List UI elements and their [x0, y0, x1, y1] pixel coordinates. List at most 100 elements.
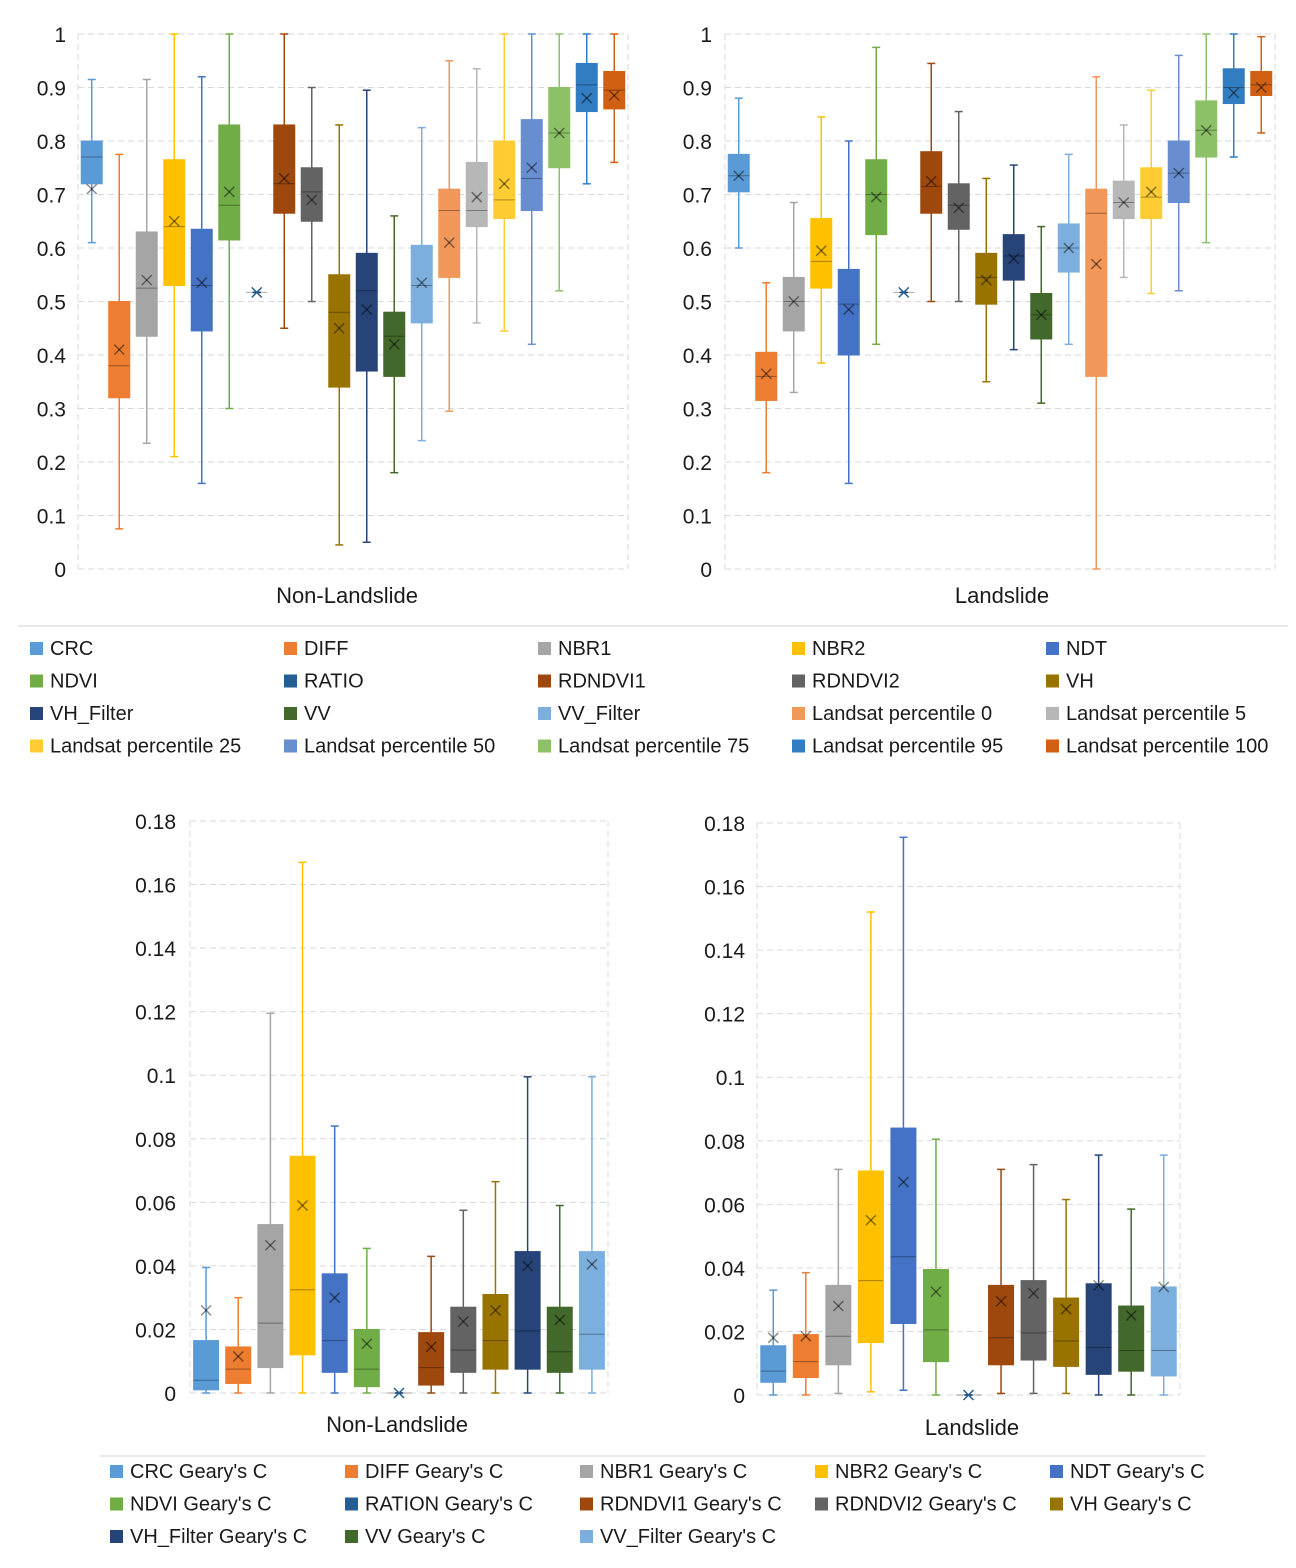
legend-swatch	[110, 1465, 123, 1478]
box-iqr	[727, 153, 750, 193]
box-iqr	[1030, 292, 1053, 340]
legend-item: RDNDVI2 Geary's C	[815, 1494, 1017, 1516]
box-iqr	[1085, 188, 1108, 377]
legend-swatch	[1046, 707, 1059, 720]
mean-marker	[733, 170, 745, 182]
mean-marker	[223, 186, 235, 198]
box-nbr1	[135, 78, 158, 445]
mean-marker	[457, 1315, 469, 1328]
mean-marker	[608, 89, 620, 102]
box-iqr	[1250, 70, 1273, 97]
legend-swatch	[792, 642, 805, 655]
box-crc	[80, 78, 103, 244]
box-iqr	[80, 140, 103, 185]
legend-swatch	[538, 674, 551, 688]
mean-marker	[361, 1338, 373, 1350]
mean-marker	[1090, 258, 1102, 270]
mean-marker	[223, 186, 235, 198]
mean-marker	[200, 1304, 212, 1316]
legend-label: Landsat percentile 50	[304, 736, 495, 758]
legend-item: VV_Filter	[538, 703, 641, 725]
mean-marker	[86, 183, 98, 195]
box-iqr	[353, 1328, 380, 1388]
mean-marker	[815, 245, 827, 257]
mean-marker	[553, 127, 565, 139]
legend-item: NBR2	[792, 638, 865, 660]
mean-marker	[168, 215, 180, 227]
box-iqr	[493, 140, 516, 220]
box-iqr	[865, 159, 888, 236]
chart-non-landslide-gearys-c: 0 0.02 0.04 0.06 0.08 0.1 0.12 0.14 0.16 0.18 Non-…	[135, 811, 609, 1437]
box-iqr	[482, 1293, 509, 1370]
box-ndvi-geary-s-c	[353, 1247, 380, 1394]
mean-marker	[925, 175, 937, 187]
box-ndt-geary-s-c	[321, 1125, 348, 1394]
y-tick-label: 0	[700, 559, 712, 582]
box-iqr	[465, 161, 488, 228]
mean-marker	[457, 1315, 469, 1328]
legend-label: NDVI Geary's C	[130, 1494, 272, 1516]
legend-item: NDVI Geary's C	[110, 1494, 272, 1516]
y-tick-label: 0.06	[135, 1192, 176, 1215]
y-tick-label: 0.04	[704, 1258, 745, 1281]
box-ratio	[246, 286, 268, 298]
y-tick-label: 0.8	[683, 131, 712, 154]
chart-landslide-gearys-c: 0 0.02 0.04 0.06 0.08 0.1 0.12 0.14 0.16 0.18 Land…	[704, 813, 1181, 1440]
legend-swatch	[815, 1465, 828, 1478]
mean-marker	[425, 1341, 437, 1353]
legend-label: RATIO	[304, 671, 364, 693]
legend-label: Landsat percentile 75	[558, 736, 749, 758]
mean-marker	[264, 1239, 276, 1251]
mean-marker	[897, 1176, 909, 1188]
box-iqr	[975, 252, 998, 305]
y-tick-label: 0.3	[683, 399, 712, 422]
legend-label: VH Geary's C	[1070, 1494, 1192, 1516]
mean-marker	[1145, 186, 1157, 198]
y-tick-label: 0.14	[135, 938, 176, 961]
mean-marker	[1008, 253, 1020, 265]
mean-marker	[1093, 1279, 1105, 1291]
mean-marker	[1090, 258, 1102, 270]
y-tick-label: 1	[700, 24, 712, 47]
mean-marker	[1255, 81, 1267, 94]
mean-marker	[333, 322, 345, 334]
mean-marker	[416, 277, 428, 289]
box-landsat-percentile-50	[520, 33, 543, 346]
box-rdndvi2	[300, 86, 323, 303]
box-ration-geary-s-c	[386, 1387, 412, 1399]
box-landsat-percentile-5	[1112, 124, 1135, 279]
box-vv-geary-s-c	[546, 1204, 573, 1394]
y-tick-label: 0.16	[135, 875, 176, 898]
y-tick-label: 0.6	[683, 238, 712, 261]
box-iqr	[135, 231, 158, 337]
legend-label: VH	[1066, 671, 1094, 693]
mean-marker	[581, 92, 593, 104]
legend-label: Landsat percentile 100	[1066, 736, 1268, 758]
legend-bottom: CRC Geary's C DIFF Geary's C NBR1 Geary's …	[110, 1461, 1205, 1548]
box-vh-geary-s-c	[482, 1180, 509, 1394]
box-ratio	[893, 286, 915, 298]
box-rdndvi1	[273, 33, 296, 329]
box-nbr2	[163, 33, 186, 458]
box-vh-filter-geary-s-c	[514, 1076, 541, 1394]
y-tick-label: 0.6	[37, 238, 66, 261]
box-landsat-percentile-100	[603, 33, 626, 164]
box-landsat-percentile-0	[438, 60, 461, 412]
legend-swatch	[30, 674, 43, 688]
mean-marker	[471, 191, 483, 203]
mean-marker	[333, 322, 345, 334]
mean-marker	[297, 1199, 309, 1212]
mean-marker	[200, 1304, 212, 1316]
mean-marker	[980, 274, 992, 286]
box-vv-filter-geary-s-c	[578, 1076, 605, 1394]
legend-label: VH_Filter Geary's C	[130, 1526, 307, 1548]
box-iqr	[810, 218, 833, 289]
legend-label: NDT Geary's C	[1070, 1461, 1205, 1483]
box-landsat-percentile-25	[493, 33, 516, 332]
mean-marker	[113, 344, 125, 356]
box-landsat-percentile-95	[575, 33, 598, 185]
mean-marker	[898, 286, 910, 298]
y-tick-label: 0.18	[704, 813, 745, 836]
box-iqr	[450, 1306, 477, 1373]
legend-item: Landsat percentile 75	[538, 736, 749, 758]
